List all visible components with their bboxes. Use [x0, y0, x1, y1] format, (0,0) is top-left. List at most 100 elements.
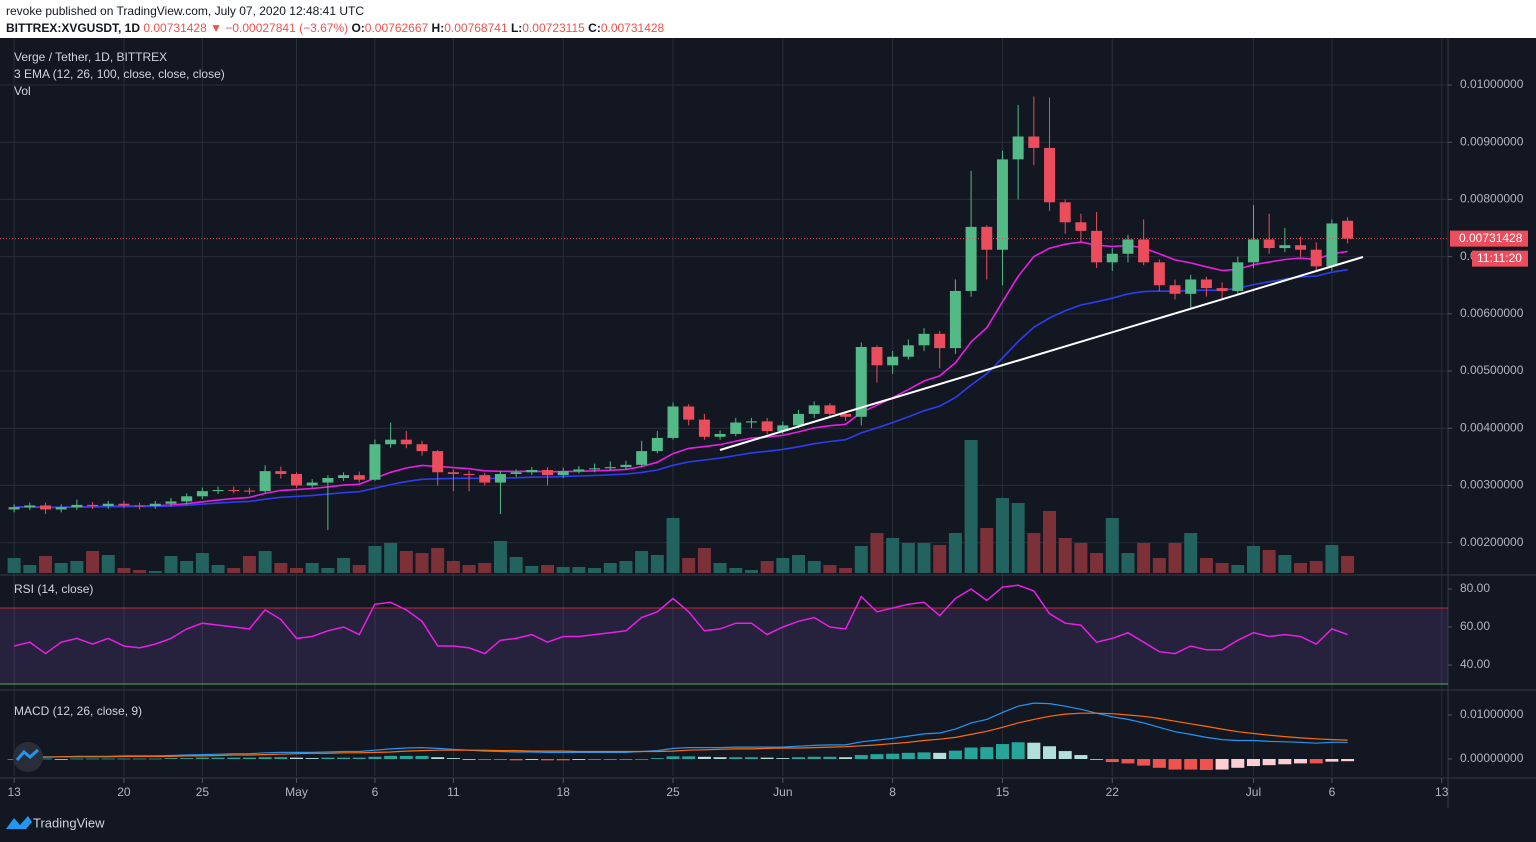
macd-histogram-bar: [274, 757, 288, 759]
candle-body: [855, 346, 867, 417]
volume-bar: [1027, 533, 1041, 573]
macd-histogram-bar: [1152, 758, 1166, 768]
candle-body: [118, 503, 130, 506]
macd-histogram-bar: [807, 756, 821, 759]
macd-histogram-bar: [666, 756, 680, 759]
volume-bar: [1262, 550, 1276, 573]
macd-histogram-bar: [713, 757, 727, 759]
candle-body: [196, 491, 208, 497]
candle-body: [71, 504, 83, 508]
macd-histogram-bar: [980, 747, 994, 759]
candle-body: [55, 507, 67, 510]
candle-body: [1153, 262, 1165, 286]
macd-histogram-bar: [1168, 758, 1182, 770]
macd-histogram-bar: [823, 756, 837, 759]
macd-histogram-bar: [1199, 758, 1213, 770]
footer-brand: TradingView: [33, 815, 105, 830]
candle-body: [400, 439, 412, 445]
volume-bar: [1058, 538, 1072, 573]
macd-histogram-bar: [337, 757, 351, 759]
volume-bar: [7, 558, 21, 573]
candle-body: [542, 469, 554, 476]
candle-body: [87, 504, 99, 507]
macd-histogram-bar: [1090, 758, 1104, 760]
volume-bar: [148, 571, 162, 573]
volume-bar: [431, 548, 445, 573]
candle-body: [1028, 136, 1040, 148]
candle-body: [149, 503, 161, 507]
macd-histogram-bar: [901, 752, 915, 759]
candle-body: [902, 345, 914, 357]
candle-body: [918, 333, 930, 346]
volume-bar: [854, 546, 868, 573]
volume-bar: [399, 551, 413, 573]
macd-histogram-bar: [258, 757, 272, 759]
x-tick-label: 22: [1106, 785, 1120, 799]
candle-body: [683, 406, 695, 420]
x-tick-label: 25: [196, 785, 210, 799]
y-tick-label: 0.00500000: [1460, 363, 1524, 377]
macd-histogram-bar: [509, 758, 523, 761]
volume-bar: [1246, 546, 1260, 573]
rsi-legend: RSI (14, close): [14, 582, 93, 596]
candle-body: [698, 419, 710, 437]
volume-bar: [933, 545, 947, 573]
candle-body: [557, 471, 569, 476]
volume-bar: [446, 561, 460, 573]
volume-bar: [242, 556, 256, 573]
macd-histogram-bar: [1121, 758, 1135, 764]
macd-histogram-bar: [133, 758, 147, 760]
candle-body: [636, 451, 648, 465]
candle-body: [275, 471, 287, 474]
candle-body: [479, 475, 491, 483]
volume-bar: [462, 565, 476, 573]
candle-body: [369, 444, 381, 480]
macd-histogram-bar: [1294, 758, 1308, 764]
trend-line: [719, 256, 1364, 451]
macd-histogram-bar: [948, 750, 962, 759]
volume-bar: [101, 555, 115, 573]
rsi-band: [0, 608, 1448, 685]
x-tick-label: 11: [447, 785, 460, 799]
macd-histogram-bar: [86, 758, 100, 760]
volume-bar: [1137, 543, 1151, 573]
candle-body: [714, 433, 726, 437]
volume-bar: [195, 553, 209, 573]
candle-body: [1075, 222, 1087, 231]
candle-body: [322, 477, 334, 483]
candle-body: [24, 505, 36, 508]
candle-body: [871, 346, 883, 366]
volume-bar: [729, 568, 743, 573]
volume-bar: [901, 543, 915, 573]
macd-histogram-bar: [242, 757, 256, 759]
macd-histogram-bar: [164, 758, 178, 759]
macd-histogram-bar: [195, 757, 209, 759]
candle-body: [102, 503, 114, 507]
macd-histogram-bar: [1325, 758, 1339, 762]
volume-bar: [823, 565, 837, 573]
volume-bar: [917, 543, 931, 573]
candle-body: [1247, 239, 1259, 263]
candle-body: [447, 472, 459, 474]
candle-body: [934, 333, 946, 349]
change: −0.00027841 (−3.67%): [225, 21, 349, 35]
volume-bar: [54, 563, 68, 573]
volume-bar: [682, 558, 696, 573]
volume-bar: [38, 556, 52, 573]
volume-bar: [635, 551, 649, 573]
candle-body: [385, 439, 397, 445]
candle-body: [1059, 202, 1071, 223]
o-value: 0.00762667: [364, 21, 429, 35]
x-tick-label: 8: [889, 785, 896, 799]
macd-histogram-bar: [1184, 758, 1198, 770]
volume-bar: [886, 538, 900, 573]
candle-body: [620, 464, 632, 468]
candle-body: [228, 490, 240, 492]
x-tick-label: 13: [7, 785, 21, 799]
volume-bar: [493, 541, 507, 573]
candle-body: [1106, 253, 1118, 263]
rsi-line: [13, 584, 1348, 655]
candle-body: [808, 405, 820, 414]
ema-legend: 3 EMA (12, 26, 100, close, close, close): [14, 67, 225, 81]
